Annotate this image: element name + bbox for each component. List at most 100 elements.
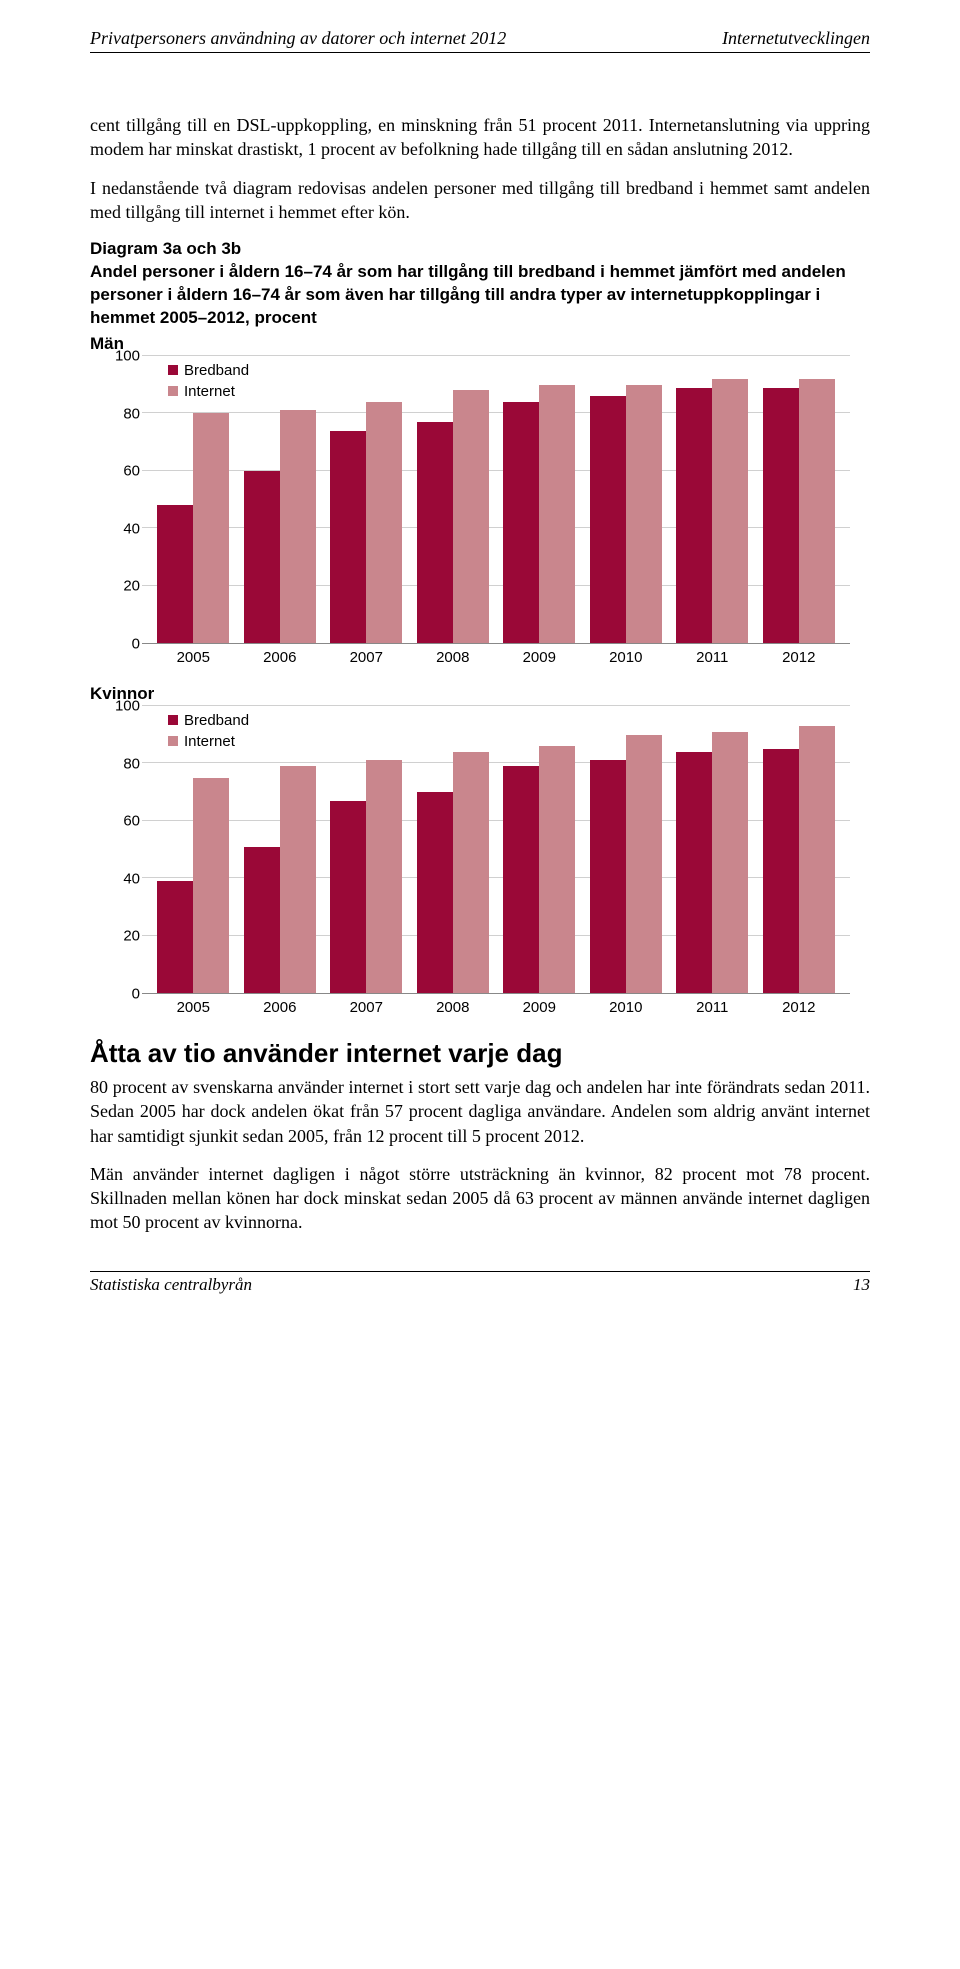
- legend-item-internet: Internet: [168, 383, 249, 400]
- y-tick: 80: [104, 405, 140, 422]
- bar-internet: [539, 746, 575, 993]
- bar-bredband: [417, 422, 453, 643]
- bar-internet: [626, 735, 662, 993]
- bar-group: [410, 356, 497, 643]
- bar-internet: [453, 390, 489, 643]
- chart-legend: Bredband Internet: [168, 712, 249, 754]
- y-tick: 100: [104, 347, 140, 364]
- y-tick: 40: [104, 870, 140, 887]
- bar-internet: [280, 766, 316, 993]
- legend-label: Internet: [184, 733, 235, 750]
- bar-internet: [193, 413, 229, 643]
- bar-bredband: [330, 431, 366, 643]
- x-tick-label: 2008: [410, 999, 497, 1016]
- footer-page-number: 13: [853, 1275, 870, 1295]
- bar-internet: [193, 778, 229, 993]
- bar-group: [496, 706, 583, 993]
- bar-group: [323, 706, 410, 993]
- x-tick-label: 2007: [323, 999, 410, 1016]
- bar-bredband: [676, 388, 712, 643]
- x-tick-label: 2011: [669, 999, 756, 1016]
- bar-bredband: [763, 749, 799, 993]
- bar-bredband: [244, 847, 280, 993]
- y-tick: 80: [104, 755, 140, 772]
- chart-caption-body: Andel personer i åldern 16–74 år som har…: [90, 262, 846, 327]
- y-tick: 60: [104, 463, 140, 480]
- legend-swatch: [168, 736, 178, 746]
- x-tick-label: 2011: [669, 649, 756, 666]
- bar-bredband: [503, 766, 539, 993]
- bar-internet: [453, 752, 489, 993]
- legend-label: Bredband: [184, 712, 249, 729]
- chart-legend: Bredband Internet: [168, 362, 249, 404]
- y-tick: 0: [104, 985, 140, 1002]
- y-tick: 20: [104, 928, 140, 945]
- x-tick-label: 2005: [150, 649, 237, 666]
- bar-bredband: [244, 471, 280, 643]
- footer-left: Statistiska centralbyrån: [90, 1275, 252, 1295]
- legend-item-bredband: Bredband: [168, 362, 249, 379]
- y-tick: 20: [104, 578, 140, 595]
- header-left: Privatpersoners användning av datorer oc…: [90, 28, 506, 49]
- x-tick-label: 2008: [410, 649, 497, 666]
- section-heading: Åtta av tio använder internet varje dag: [90, 1038, 870, 1069]
- legend-item-bredband: Bredband: [168, 712, 249, 729]
- bar-internet: [539, 385, 575, 643]
- bar-internet: [280, 410, 316, 642]
- bar-internet: [366, 402, 402, 643]
- bar-group: [496, 356, 583, 643]
- bar-group: [237, 706, 324, 993]
- bar-bredband: [157, 881, 193, 993]
- legend-swatch: [168, 715, 178, 725]
- bar-internet: [712, 732, 748, 993]
- bar-group: [756, 706, 843, 993]
- chart-subtitle: Kvinnor: [90, 684, 870, 704]
- x-tick-label: 2007: [323, 649, 410, 666]
- bar-internet: [366, 760, 402, 992]
- x-tick-label: 2012: [756, 999, 843, 1016]
- chart-ref: Diagram 3a och 3b: [90, 239, 241, 258]
- x-tick-label: 2012: [756, 649, 843, 666]
- section-paragraph-1: 80 procent av svenskarna använder intern…: [90, 1075, 870, 1148]
- bar-chart-män: Män020406080100BredbandInternet200520062…: [90, 334, 870, 666]
- intro-paragraph-2: I nedanstående två diagram redovisas and…: [90, 176, 870, 225]
- page-footer: Statistiska centralbyrån 13: [90, 1271, 870, 1295]
- legend-swatch: [168, 365, 178, 375]
- bar-bredband: [330, 801, 366, 993]
- x-tick-label: 2006: [237, 999, 324, 1016]
- bar-group: [756, 356, 843, 643]
- bar-group: [669, 356, 756, 643]
- bar-group: [410, 706, 497, 993]
- legend-swatch: [168, 386, 178, 396]
- section-paragraph-2: Män använder internet dagligen i något s…: [90, 1162, 870, 1235]
- y-tick: 60: [104, 813, 140, 830]
- bar-internet: [712, 379, 748, 643]
- bar-group: [323, 356, 410, 643]
- bar-bredband: [590, 760, 626, 992]
- bar-bredband: [590, 396, 626, 643]
- bar-bredband: [763, 388, 799, 643]
- y-tick: 0: [104, 635, 140, 652]
- bar-internet: [799, 379, 835, 643]
- bar-internet: [799, 726, 835, 993]
- bar-bredband: [417, 792, 453, 993]
- x-tick-label: 2009: [496, 649, 583, 666]
- intro-paragraph-1: cent tillgång till en DSL-uppkoppling, e…: [90, 113, 870, 162]
- legend-label: Internet: [184, 383, 235, 400]
- x-tick-label: 2006: [237, 649, 324, 666]
- y-tick: 100: [104, 697, 140, 714]
- bar-internet: [626, 385, 662, 643]
- chart-caption: Diagram 3a och 3b Andel personer i ålder…: [90, 238, 870, 330]
- x-tick-label: 2005: [150, 999, 237, 1016]
- bar-group: [669, 706, 756, 993]
- bar-group: [237, 356, 324, 643]
- x-tick-label: 2010: [583, 649, 670, 666]
- header-right: Internetutvecklingen: [722, 28, 870, 49]
- legend-label: Bredband: [184, 362, 249, 379]
- x-tick-label: 2010: [583, 999, 670, 1016]
- bar-group: [583, 706, 670, 993]
- x-tick-label: 2009: [496, 999, 583, 1016]
- chart-subtitle: Män: [90, 334, 870, 354]
- bar-bredband: [676, 752, 712, 993]
- bar-bredband: [157, 505, 193, 643]
